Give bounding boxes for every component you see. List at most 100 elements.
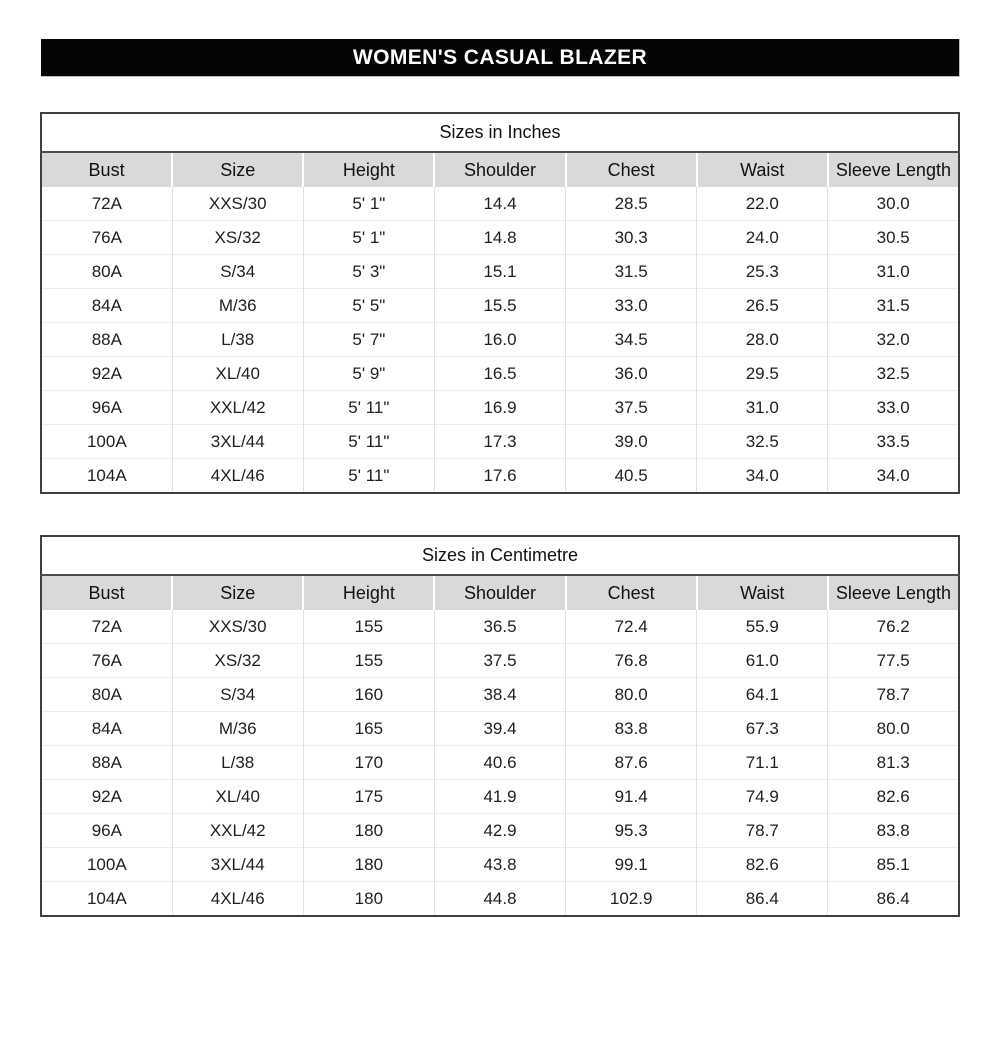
table-cell: 91.4 — [565, 779, 697, 814]
table-cell: 40.5 — [565, 458, 697, 493]
table-cell: 16.5 — [433, 356, 566, 391]
table-cell: 5' 1" — [302, 187, 435, 221]
table-cell: 76A — [41, 220, 173, 255]
table-row: 80A S/34 160 38.4 80.0 64.1 78.7 — [41, 677, 959, 712]
table-title-row: Sizes in Inches — [41, 113, 959, 153]
table-cell: 3XL/44 — [171, 847, 304, 882]
table-cell: 92A — [41, 356, 173, 391]
table-cell: 5' 11" — [302, 458, 435, 493]
table-cell: 84A — [41, 288, 173, 323]
table-cell: 37.5 — [565, 390, 697, 425]
table-row: 92A XL/40 5' 9" 16.5 36.0 29.5 32.5 — [41, 356, 959, 391]
table-cell: 31.5 — [827, 288, 959, 323]
table-cell: 86.4 — [696, 881, 828, 916]
table-row: 104A 4XL/46 180 44.8 102.9 86.4 86.4 — [41, 881, 959, 916]
table-cell: 100A — [41, 424, 173, 459]
table-title: Sizes in Centimetre — [41, 536, 959, 576]
table-cell: XXL/42 — [171, 390, 304, 425]
table-cell: 24.0 — [696, 220, 828, 255]
table-cell: 5' 1" — [302, 220, 435, 255]
table-cell: 39.0 — [565, 424, 697, 459]
column-header: Sleeve Length — [826, 152, 959, 187]
table-cell: 30.3 — [565, 220, 697, 255]
table-cell: XS/32 — [171, 643, 304, 678]
table-cell: XXL/42 — [171, 813, 304, 848]
column-header: Shoulder — [433, 152, 566, 187]
table-cell: 95.3 — [565, 813, 697, 848]
table-cell: 30.5 — [827, 220, 959, 255]
table-cell: 74.9 — [696, 779, 828, 814]
table-cell: 80.0 — [565, 677, 697, 712]
table-cell: 32.0 — [827, 322, 959, 357]
table-cell: 80.0 — [827, 711, 959, 746]
table-cell: 5' 11" — [302, 424, 435, 459]
table-cell: 82.6 — [827, 779, 959, 814]
table-row: 76A XS/32 155 37.5 76.8 61.0 77.5 — [41, 643, 959, 678]
table-row: 84A M/36 165 39.4 83.8 67.3 80.0 — [41, 711, 959, 746]
table-cell: S/34 — [171, 677, 304, 712]
table-cell: 32.5 — [696, 424, 828, 459]
table-cell: XXS/30 — [171, 187, 304, 221]
table-cell: 17.3 — [433, 424, 566, 459]
table-cell: 32.5 — [827, 356, 959, 391]
table-cell: 77.5 — [827, 643, 959, 678]
table-cell: 5' 3" — [302, 254, 435, 289]
table-cell: 76A — [41, 643, 173, 678]
table-row: 104A 4XL/46 5' 11" 17.6 40.5 34.0 34.0 — [41, 458, 959, 493]
column-header: Height — [302, 575, 435, 610]
table-cell: 31.5 — [565, 254, 697, 289]
table-cell: 40.6 — [433, 745, 566, 780]
table-row: 100A 3XL/44 5' 11" 17.3 39.0 32.5 33.5 — [41, 424, 959, 459]
table-cell: 104A — [41, 458, 173, 493]
table-cell: 5' 11" — [302, 390, 435, 425]
table-cell: 81.3 — [827, 745, 959, 780]
table-cell: 36.0 — [565, 356, 697, 391]
table-cell: XL/40 — [171, 356, 304, 391]
column-header: Shoulder — [433, 575, 566, 610]
table-cell: 80A — [41, 677, 173, 712]
header-row: Bust Size Height Shoulder Chest Waist Sleeve L… — [41, 575, 959, 610]
table-cell: 43.8 — [433, 847, 566, 882]
table-cell: 39.4 — [433, 711, 566, 746]
table-cell: 36.5 — [433, 610, 566, 644]
table-cell: 42.9 — [433, 813, 566, 848]
table-cell: 34.0 — [696, 458, 828, 493]
table-cell: 64.1 — [696, 677, 828, 712]
table-cell: 28.0 — [696, 322, 828, 357]
table-cell: M/36 — [171, 711, 304, 746]
table-cell: 76.2 — [827, 610, 959, 644]
table-cell: 180 — [302, 881, 435, 916]
table-cell: 180 — [302, 813, 435, 848]
table-cell: 104A — [41, 881, 173, 916]
table-row: 100A 3XL/44 180 43.8 99.1 82.6 85.1 — [41, 847, 959, 882]
table-cell: 17.6 — [433, 458, 566, 493]
table-cell: 88A — [41, 745, 173, 780]
table-cell: 15.1 — [433, 254, 566, 289]
table-cell: 67.3 — [696, 711, 828, 746]
table-cell: 72A — [91, 616, 122, 636]
product-title-banner: WOMEN'S CASUAL BLAZER — [41, 39, 960, 77]
table-cell: 14.8 — [433, 220, 566, 255]
table-cell: 5' 7" — [302, 322, 435, 357]
table-cell: 72.4 — [565, 610, 697, 644]
column-header: Waist — [695, 575, 828, 610]
table-cell: 16.0 — [433, 322, 566, 357]
table-cell: 44.8 — [433, 881, 566, 916]
table-cell: 5' 9" — [302, 356, 435, 391]
table-cell: 5' 5" — [302, 288, 435, 323]
table-cell: 83.8 — [565, 711, 697, 746]
table-cell: L/38 — [171, 745, 304, 780]
table-cell: 14.4 — [433, 187, 566, 221]
table-cell: 96A — [41, 813, 173, 848]
table-cell: 28.5 — [565, 187, 697, 221]
table-cell: 34.0 — [827, 458, 959, 493]
table-cell: 55.9 — [696, 610, 828, 644]
column-header: Size — [171, 152, 304, 187]
table-cell: 155 — [302, 610, 435, 644]
table-cell: XL/40 — [171, 779, 304, 814]
table-cell: 180 — [302, 847, 435, 882]
table-cell: 4XL/46 — [171, 458, 304, 493]
table-cell: 99.1 — [565, 847, 697, 882]
table-cell: 38.4 — [433, 677, 566, 712]
table-cell: XS/32 — [171, 220, 304, 255]
